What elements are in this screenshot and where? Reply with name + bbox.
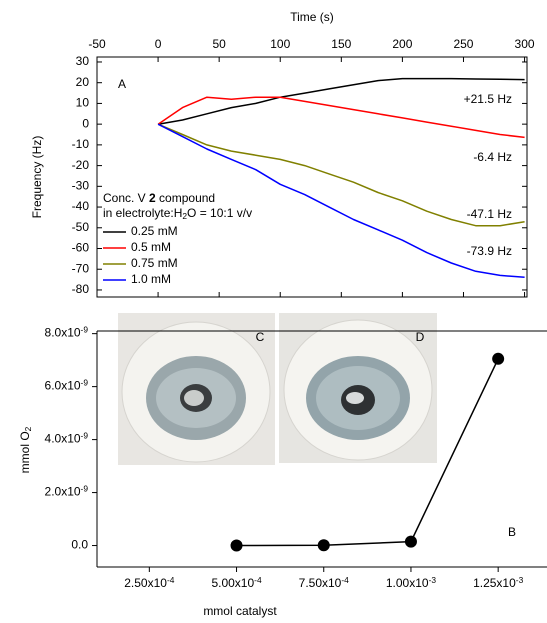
- annotation: -47.1 Hz: [467, 207, 512, 221]
- panel-label: A: [118, 77, 126, 91]
- x-tick-label: 250: [453, 37, 473, 51]
- y-axis-title-part: 2: [23, 426, 33, 431]
- y-tick-label: 0.0: [71, 538, 88, 552]
- legend-title-part: Conc. V: [103, 191, 149, 205]
- series-line: [157, 123, 525, 279]
- series-line: [157, 123, 525, 227]
- y-tick-label-part: 4.0x10: [45, 432, 81, 446]
- x-tick-label-part: -4: [167, 575, 175, 585]
- photo-c: [118, 313, 275, 465]
- legend-title-part: 2: [149, 191, 156, 205]
- y-tick-label: 0: [82, 116, 89, 130]
- y-tick-label: 4.0x10-9: [45, 430, 89, 446]
- y-tick-label-part: 0.0: [71, 538, 88, 552]
- data-point: [230, 539, 243, 552]
- data-point: [404, 535, 417, 548]
- x-tick-label: 7.50x10-4: [299, 575, 349, 591]
- y-axis-title: Frequency (Hz): [30, 136, 44, 219]
- legend-label: 0.5 mM: [131, 240, 171, 254]
- x-tick-label-part: 5.00x10: [211, 576, 254, 590]
- legend-title-part: O = 10:1 v/v: [187, 206, 252, 220]
- series-line: [157, 96, 525, 139]
- x-tick-label: 5.00x10-4: [211, 575, 261, 591]
- y-tick-label: 10: [76, 96, 90, 110]
- y-tick-label: 30: [76, 54, 90, 68]
- data-point: [492, 352, 505, 365]
- x-tick-label: 0: [155, 37, 162, 51]
- y-tick-label: 20: [76, 75, 90, 89]
- y-tick-label-part: -9: [81, 377, 89, 387]
- legend-title: in electrolyte:H2O = 10:1 v/v: [103, 206, 252, 220]
- x-tick-label: 2.50x10-4: [124, 575, 174, 591]
- inset-label: C: [256, 330, 265, 344]
- x-tick-label-part: 1.25x10: [473, 576, 516, 590]
- y-tick-label: -20: [72, 158, 90, 172]
- y-tick-label-part: 8.0x10: [45, 326, 81, 340]
- x-tick-label: 200: [392, 37, 412, 51]
- y-tick-label: -60: [72, 241, 90, 255]
- y-tick-label-part: -9: [81, 483, 89, 493]
- legend-label: 0.25 mM: [131, 224, 178, 238]
- data-point: [317, 539, 330, 552]
- series-line: [157, 77, 525, 125]
- y-tick-label: -80: [72, 282, 90, 296]
- legend-label: 1.0 mM: [131, 272, 171, 286]
- y-tick-label: -10: [72, 137, 90, 151]
- x-tick-label-part: 1.00x10: [386, 576, 429, 590]
- panel-label: B: [508, 525, 516, 539]
- y-tick-label-part: 6.0x10: [45, 379, 81, 393]
- legend-title-part: in electrolyte:H: [103, 206, 182, 220]
- legend-title: Conc. V 2 compound: [103, 191, 215, 205]
- y-tick-label: -50: [72, 220, 90, 234]
- x-axis-title: Time (s): [290, 10, 334, 24]
- x-tick-label: 150: [331, 37, 351, 51]
- x-tick-label: 100: [270, 37, 290, 51]
- x-tick-label-part: 2.50x10: [124, 576, 167, 590]
- y-tick-label: 8.0x10-9: [45, 324, 89, 340]
- series-line: [236, 358, 499, 547]
- inset-label: D: [416, 330, 425, 344]
- annotation: -6.4 Hz: [473, 150, 512, 164]
- y-tick-label: -30: [72, 178, 90, 192]
- x-tick-label: -50: [88, 37, 106, 51]
- y-tick-label-part: -9: [81, 324, 89, 334]
- photo-d: [279, 313, 437, 463]
- y-tick-label-part: 2.0x10: [45, 485, 81, 499]
- legend-label: 0.75 mM: [131, 256, 178, 270]
- y-axis-title: mmol O2: [18, 426, 32, 473]
- x-tick-label: 50: [212, 37, 226, 51]
- y-axis-title-part: mmol O: [18, 431, 32, 473]
- y-tick-label: -70: [72, 261, 90, 275]
- x-tick-label-part: -3: [429, 575, 437, 585]
- x-tick-label-part: -4: [254, 575, 262, 585]
- annotation: -73.9 Hz: [467, 244, 512, 258]
- legend-title-part: compound: [156, 191, 215, 205]
- x-axis-title: mmol catalyst: [203, 604, 277, 618]
- x-tick-label-part: -3: [516, 575, 524, 585]
- x-tick-label: 1.00x10-3: [386, 575, 436, 591]
- legend-title-part: 2: [182, 211, 187, 221]
- x-tick-label-part: -4: [341, 575, 349, 585]
- x-tick-label: 1.25x10-3: [473, 575, 523, 591]
- y-tick-label: 2.0x10-9: [45, 483, 89, 499]
- x-tick-label-part: 7.50x10: [299, 576, 342, 590]
- annotation: +21.5 Hz: [464, 92, 512, 106]
- y-tick-label: -40: [72, 199, 90, 213]
- y-tick-label: 6.0x10-9: [45, 377, 89, 393]
- x-tick-label: 300: [515, 37, 535, 51]
- y-tick-label-part: -9: [81, 430, 89, 440]
- plot-frame: [96, 56, 528, 298]
